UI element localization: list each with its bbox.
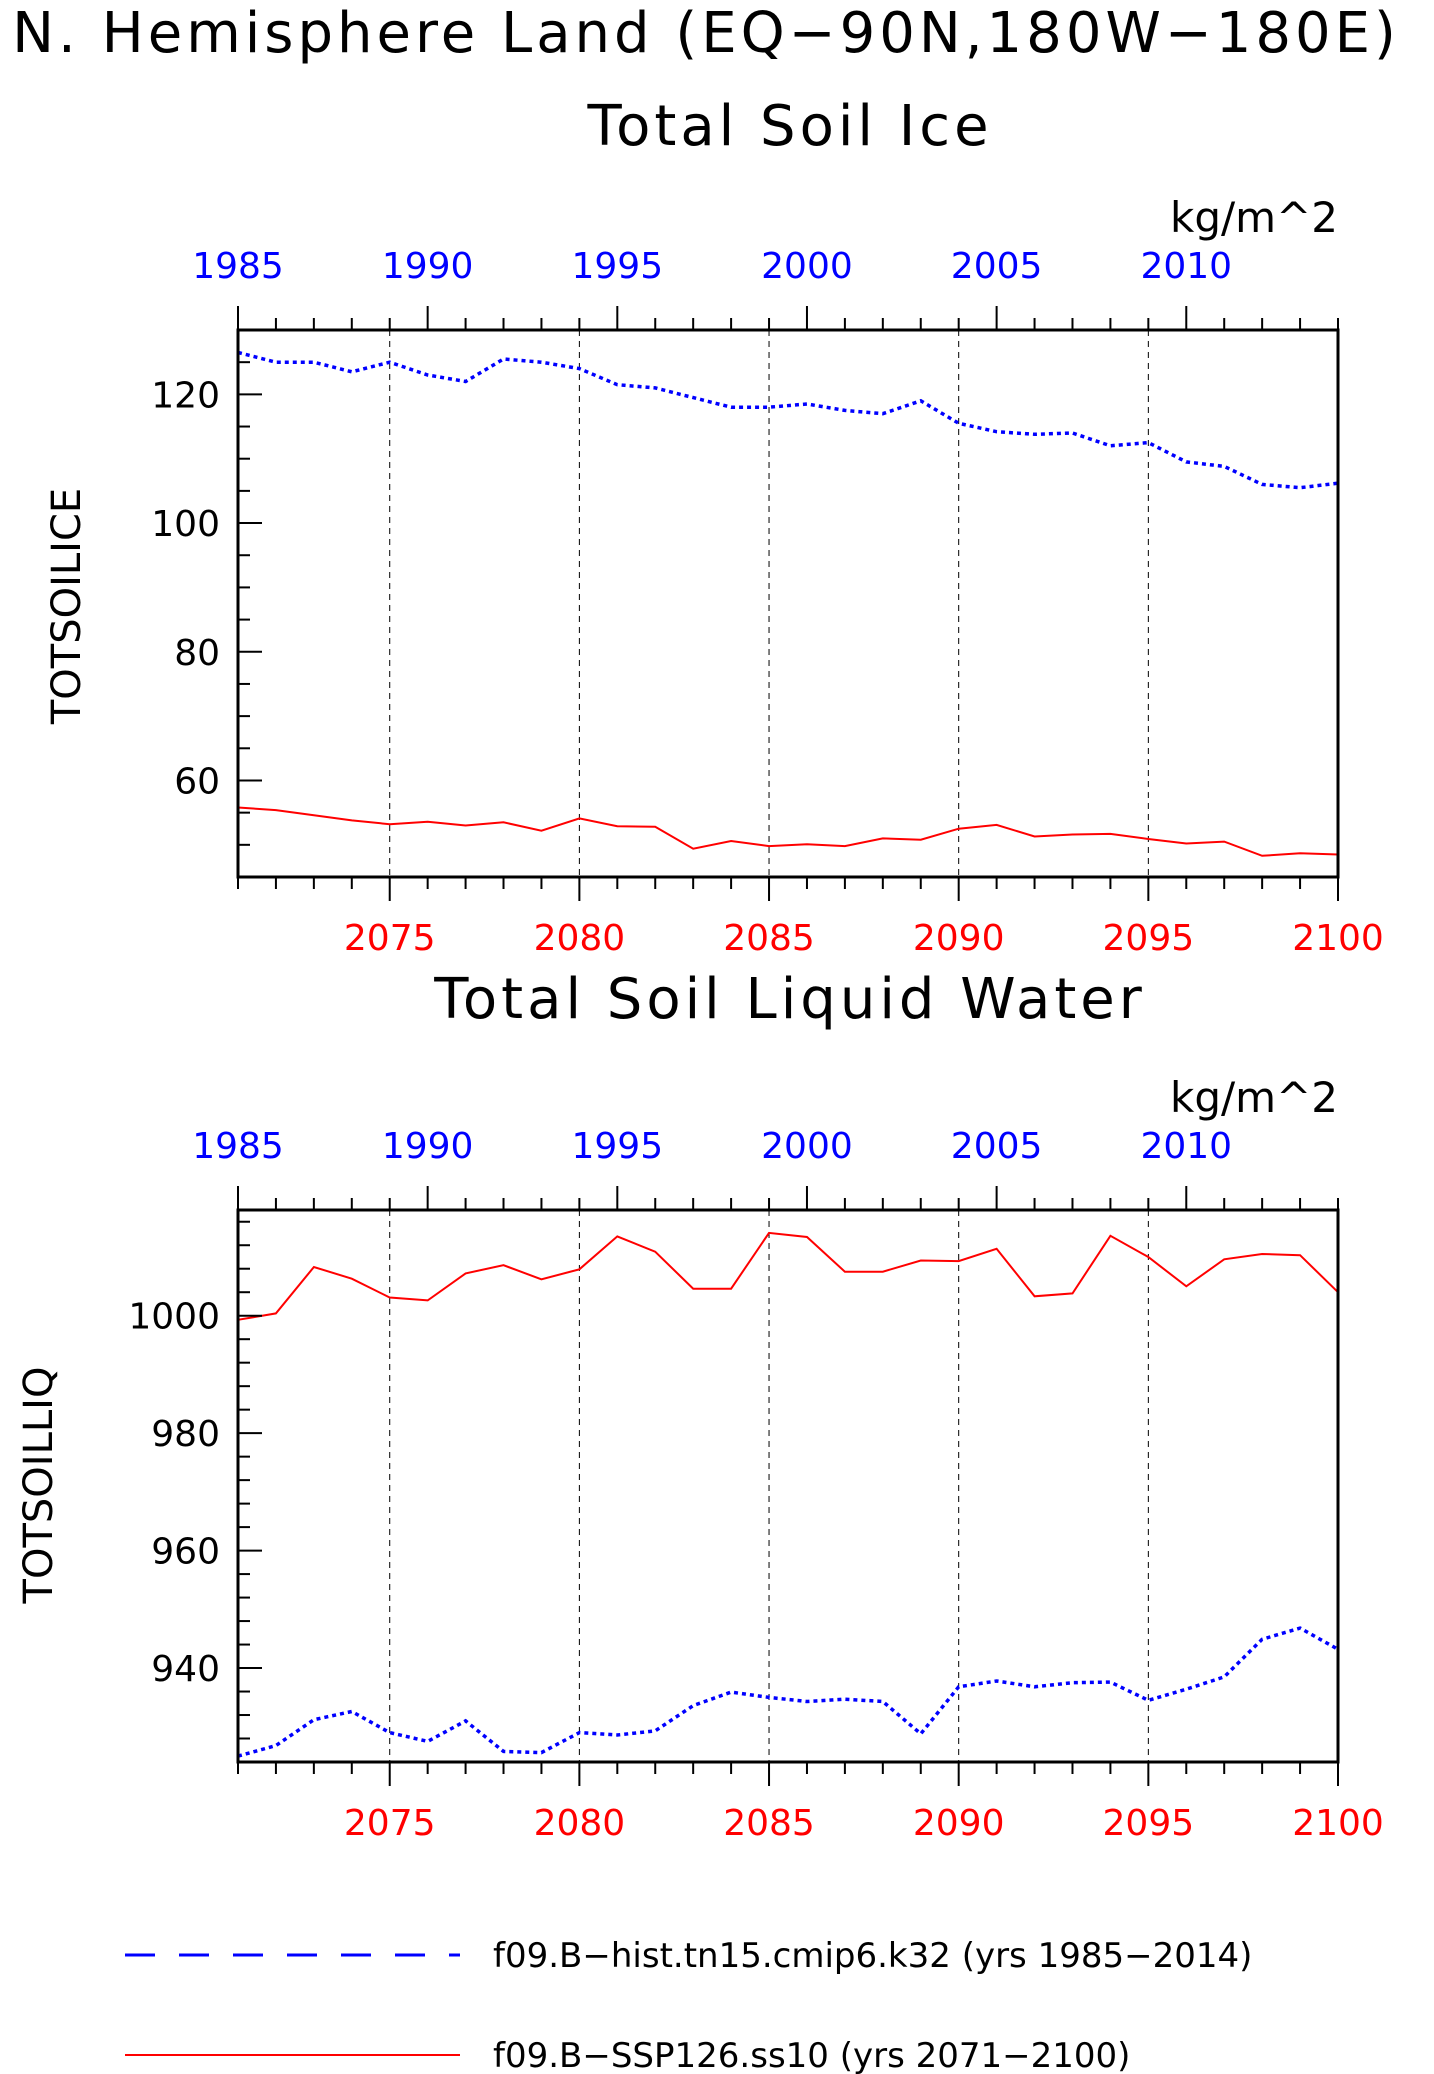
series-line-ssp <box>237 1231 1339 1321</box>
x-bottom-tick-label: 2080 <box>534 1803 626 1844</box>
x-top-tick-label: 2000 <box>761 246 853 287</box>
series-line-ssp <box>237 806 1339 857</box>
x-bottom-tick-label: 2095 <box>1103 1803 1195 1844</box>
series-line-hist <box>237 1626 1339 1758</box>
legend: f09.B−hist.tn15.cmip6.k32 (yrs 1985−2014… <box>125 1936 1252 2074</box>
series-line-hist <box>237 350 1339 490</box>
x-top-tick-label: 1985 <box>192 1126 284 1167</box>
x-bottom-tick-label: 2075 <box>344 918 436 959</box>
x-top-tick-label: 2010 <box>1140 1126 1232 1167</box>
x-top-tick-label: 2005 <box>951 1126 1043 1167</box>
x-bottom-tick-label: 2075 <box>344 1803 436 1844</box>
panel-title-soil-ice: Total Soil Ice <box>586 94 992 159</box>
x-top-tick-label: 1990 <box>382 246 474 287</box>
x-bottom-tick-label: 2090 <box>913 1803 1005 1844</box>
y-tick-label: 1000 <box>128 1297 220 1338</box>
y-axis-label-soil-liquid: TOTSOILLIQ <box>16 1367 62 1605</box>
y-axis-label-soil-ice: TOTSOILICE <box>44 488 90 725</box>
panel-total-soil-liquid-water: Total Soil Liquid Water kg/m^2 TOTSOILLI… <box>16 967 1384 1844</box>
x-top-tick-label: 1990 <box>382 1126 474 1167</box>
x-top-tick-label: 1995 <box>571 1126 663 1167</box>
y-tick-label: 960 <box>151 1532 220 1573</box>
x-bottom-tick-label: 2090 <box>913 918 1005 959</box>
y-tick-label: 980 <box>151 1414 220 1455</box>
x-top-tick-label: 2000 <box>761 1126 853 1167</box>
legend-label-ssp: f09.B−SSP126.ss10 (yrs 2071−2100) <box>493 2036 1130 2074</box>
y-tick-label: 940 <box>151 1649 220 1690</box>
x-bottom-tick-label: 2085 <box>723 1803 815 1844</box>
figure-title: N. Hemisphere Land (EQ−90N,180W−180E) <box>12 1 1400 66</box>
units-label-soil-ice: kg/m^2 <box>1170 193 1338 242</box>
x-top-tick-label: 2005 <box>951 246 1043 287</box>
x-bottom-tick-label: 2095 <box>1103 918 1195 959</box>
x-top-tick-label: 1995 <box>571 246 663 287</box>
x-bottom-tick-label: 2085 <box>723 918 815 959</box>
x-bottom-tick-label: 2100 <box>1292 1803 1384 1844</box>
panel-title-soil-liquid: Total Soil Liquid Water <box>433 967 1146 1032</box>
units-label-soil-liquid: kg/m^2 <box>1170 1073 1338 1122</box>
legend-label-hist: f09.B−hist.tn15.cmip6.k32 (yrs 1985−2014… <box>493 1936 1252 1976</box>
plot-frame <box>236 328 1340 879</box>
y-tick-label: 80 <box>174 633 220 674</box>
y-tick-label: 100 <box>151 504 220 545</box>
panel-total-soil-ice: Total Soil Ice kg/m^2 TOTSOILICE 60 80 100… <box>44 94 1384 959</box>
y-tick-label: 60 <box>174 761 220 802</box>
x-bottom-tick-label: 2080 <box>534 918 626 959</box>
plot-frame <box>236 1208 1340 1764</box>
x-bottom-tick-label: 2100 <box>1292 918 1384 959</box>
y-tick-label: 120 <box>151 375 220 416</box>
x-top-tick-label: 1985 <box>192 246 284 287</box>
x-top-tick-label: 2010 <box>1140 246 1232 287</box>
